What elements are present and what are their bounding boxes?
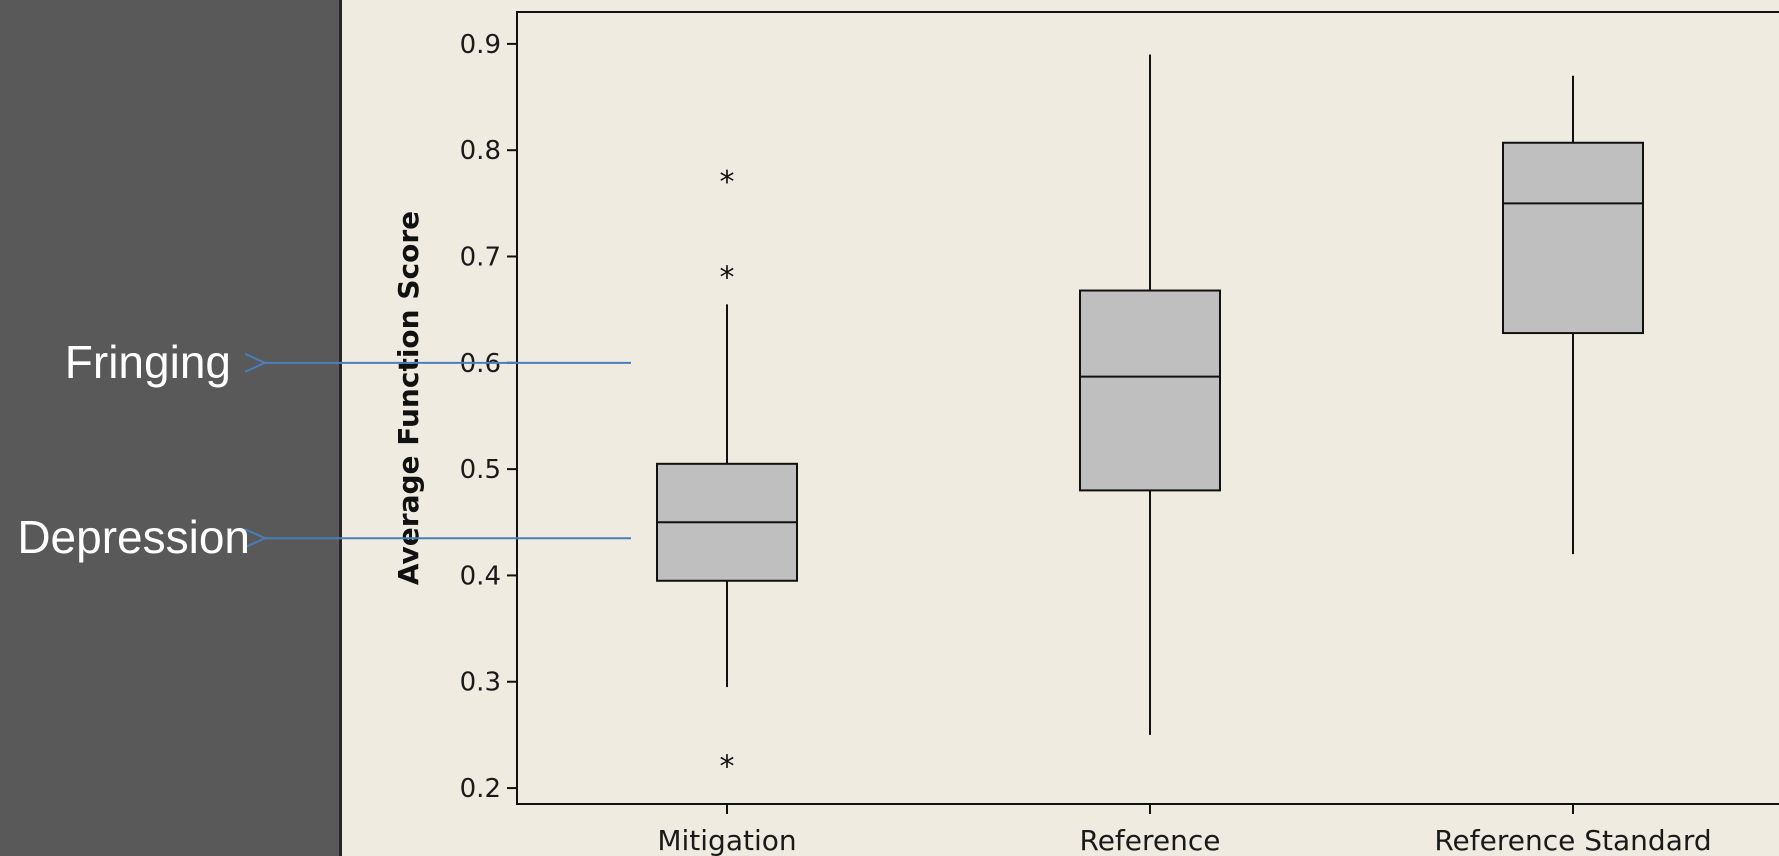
y-tick-label: 0.2 (460, 774, 501, 804)
annotation-panel (0, 0, 342, 856)
y-tick-label: 0.4 (460, 561, 501, 591)
iqr-box (1502, 141, 1644, 335)
outlier-point: * (720, 260, 735, 295)
x-category-label: Reference Standard (1434, 824, 1711, 856)
y-tick-label: 0.8 (460, 136, 501, 166)
box-reference (1079, 54, 1221, 735)
y-tick-label: 0.5 (460, 455, 501, 485)
y-tick-label: 0.9 (460, 30, 501, 60)
y-axis-title: Average Function Score (392, 211, 425, 585)
box-reference-standard (1502, 75, 1644, 555)
x-category-label: Mitigation (657, 824, 796, 856)
annotation-label-depression: Depression (17, 511, 250, 563)
outlier-point: * (720, 165, 735, 200)
annotation-label-fringing: Fringing (65, 336, 231, 388)
y-tick-label: 0.3 (460, 668, 501, 698)
outlier-point: * (720, 749, 735, 784)
x-category-label: Reference (1080, 824, 1221, 856)
box-mitigation: * * * (656, 165, 798, 784)
iqr-box (1079, 289, 1221, 492)
y-tick-label: 0.7 (460, 243, 501, 273)
